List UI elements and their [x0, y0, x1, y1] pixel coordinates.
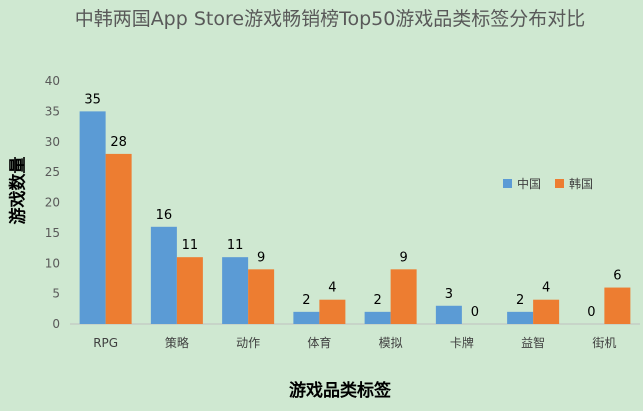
bar-china [507, 311, 534, 324]
data-label: 28 [110, 135, 127, 150]
y-axis-ticks: 0 5 10 15 20 25 30 35 40 [45, 74, 60, 331]
y-tick-label: 40 [45, 74, 60, 88]
x-tick-label: 卡牌 [450, 336, 474, 350]
bar-china [293, 311, 320, 324]
legend-item-1: 韩国 [555, 175, 593, 192]
data-labels: 35 28 16 11 11 9 2 4 2 9 3 0 2 4 0 6 [84, 92, 621, 320]
x-tick-label: RPG [93, 336, 118, 350]
y-tick-label: 10 [45, 256, 60, 270]
data-label: 2 [516, 293, 524, 308]
bar-korea [176, 257, 203, 324]
legend-label-1: 韩国 [569, 177, 594, 191]
y-tick-label: 5 [52, 287, 60, 301]
bar-china [150, 226, 177, 324]
legend-item-0: 中国 [503, 175, 541, 192]
y-tick-label: 0 [52, 317, 60, 331]
bar-korea [105, 153, 132, 324]
data-label: 0 [587, 305, 595, 320]
legend: 中国 韩国 [503, 175, 593, 192]
data-label: 16 [156, 208, 173, 223]
data-label: 9 [257, 250, 265, 265]
x-axis-label: 游戏品类标签 [289, 381, 391, 401]
y-tick-label: 15 [45, 226, 60, 240]
data-label: 6 [613, 269, 621, 284]
data-label: 2 [373, 293, 381, 308]
bar-korea [604, 287, 631, 324]
x-tick-label: 街机 [592, 336, 616, 350]
x-tick-label: 策略 [165, 335, 189, 350]
x-tick-label: 益智 [521, 335, 545, 350]
data-label: 9 [399, 250, 407, 265]
bar-china [79, 111, 106, 324]
y-axis-label: 游戏数量 [8, 156, 29, 225]
chart-title: 中韩两国App Store游戏畅销榜Top50游戏品类标签分布对比 [74, 8, 586, 30]
bar-china [364, 311, 391, 324]
y-tick-label: 25 [45, 165, 60, 179]
x-tick-label: 模拟 [379, 336, 403, 350]
y-tick-label: 35 [45, 104, 60, 118]
bar-china [435, 305, 462, 324]
y-tick-label: 30 [45, 135, 60, 149]
data-label: 4 [542, 281, 550, 296]
bars [79, 111, 631, 324]
data-label: 4 [328, 281, 336, 296]
x-tick-label: 体育 [307, 335, 331, 350]
data-label: 11 [227, 238, 244, 253]
bar-korea [533, 299, 560, 324]
data-label: 0 [471, 305, 479, 320]
legend-swatch-1 [555, 179, 565, 188]
data-label: 2 [302, 293, 310, 308]
bar-korea [248, 269, 275, 324]
legend-swatch-0 [503, 179, 512, 188]
data-label: 11 [182, 238, 199, 253]
y-tick-label: 20 [45, 196, 60, 210]
x-tick-label: 动作 [236, 336, 260, 350]
x-axis-ticks: RPG 策略 动作 体育 模拟 卡牌 益智 街机 [93, 335, 616, 350]
bar-korea [390, 269, 417, 324]
legend-label-0: 中国 [517, 177, 542, 191]
bar-korea [319, 299, 346, 324]
data-label: 3 [445, 287, 453, 302]
data-label: 35 [84, 92, 101, 107]
bar-china [222, 257, 249, 324]
